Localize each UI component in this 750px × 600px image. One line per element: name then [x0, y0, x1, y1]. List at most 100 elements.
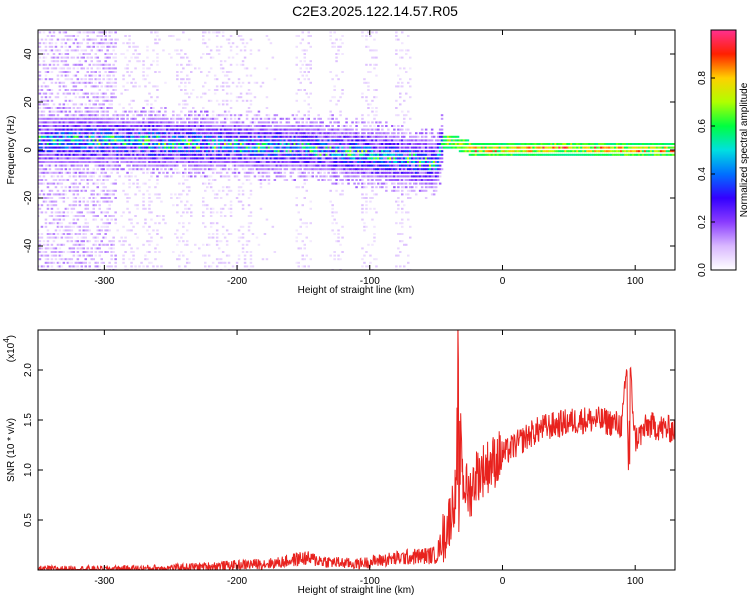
heatmap-cell — [122, 161, 125, 163]
heatmap-cell — [52, 35, 56, 37]
heatmap-cell — [211, 161, 215, 163]
heatmap-cell — [58, 164, 62, 167]
heatmap-cell — [295, 128, 298, 131]
heatmap-cell — [397, 207, 400, 210]
heatmap-cell — [211, 233, 215, 235]
heatmap-cell — [52, 157, 56, 160]
heatmap-cell — [172, 117, 175, 120]
heatmap-cell — [180, 132, 183, 135]
heatmap-cell — [287, 117, 291, 120]
heatmap-cell — [108, 240, 111, 243]
heatmap-cell — [347, 143, 350, 145]
heatmap-cell — [42, 175, 46, 178]
heatmap-cell — [371, 135, 374, 138]
heatmap-cell — [257, 175, 261, 178]
heatmap-cell — [118, 132, 121, 135]
heatmap-cell — [94, 56, 97, 59]
heatmap-cell — [188, 261, 191, 264]
heatmap-cell — [213, 179, 217, 181]
heatmap-cell — [40, 233, 44, 235]
heatmap-cell — [46, 114, 50, 117]
heatmap-cell — [365, 128, 368, 131]
heatmap-cell — [209, 164, 213, 167]
heatmap-cell — [90, 171, 93, 174]
heatmap-cell — [86, 204, 89, 207]
heatmap-cell — [315, 139, 318, 142]
heatmap-cell — [257, 49, 261, 52]
heatmap-cell — [198, 168, 201, 171]
heatmap-cell — [88, 56, 91, 59]
heatmap-cell — [150, 135, 153, 138]
heatmap-cell — [38, 150, 42, 153]
heatmap-cell — [231, 143, 235, 145]
heatmap-cell — [186, 200, 189, 203]
heatmap-cell — [148, 146, 151, 149]
heatmap-cell — [94, 53, 97, 55]
heatmap-cell — [204, 204, 207, 207]
heatmap-cell — [186, 125, 189, 127]
heatmap-cell — [122, 150, 125, 153]
heatmap-cell — [46, 182, 50, 185]
heatmap-cell — [209, 99, 213, 102]
heatmap-cell — [100, 229, 103, 232]
heatmap-cell — [369, 135, 372, 138]
heatmap-cell — [96, 117, 99, 120]
heatmap-cell — [307, 164, 310, 167]
heatmap-cell — [186, 161, 189, 163]
heatmap-cell — [178, 157, 181, 160]
heatmap-cell — [387, 164, 390, 167]
heatmap-cell — [355, 171, 358, 174]
heatmap-cell — [297, 89, 300, 91]
heatmap-cell — [367, 139, 370, 142]
heatmap-cell — [387, 171, 390, 174]
heatmap-cell — [114, 254, 117, 257]
heatmap-cell — [78, 45, 82, 48]
heatmap-cell — [102, 45, 105, 48]
heatmap-cell — [207, 53, 211, 55]
heatmap-cell — [363, 225, 366, 228]
heatmap-cell — [186, 143, 189, 145]
heatmap-cell — [136, 132, 139, 135]
heatmap-cell — [229, 161, 233, 163]
heatmap-cell — [247, 81, 251, 84]
heatmap-cell — [237, 135, 241, 138]
heatmap-cell — [303, 153, 306, 156]
heatmap-cell — [106, 139, 109, 142]
heatmap-cell — [387, 139, 390, 142]
heatmap-cell — [70, 211, 74, 214]
heatmap-cell — [188, 114, 191, 117]
heatmap-cell — [126, 164, 129, 167]
heatmap-cell — [168, 53, 171, 55]
heatmap-cell — [52, 121, 56, 124]
heatmap-cell — [66, 63, 70, 66]
heatmap-cell — [225, 139, 229, 142]
heatmap-cell — [180, 251, 183, 253]
heatmap-cell — [102, 146, 105, 149]
heatmap-cell — [88, 121, 91, 124]
heatmap-cell — [188, 117, 191, 120]
heatmap-cell — [261, 168, 265, 171]
heatmap-cell — [207, 236, 211, 239]
heatmap-cell — [48, 42, 52, 45]
heatmap-cell — [66, 171, 70, 174]
heatmap-cell — [128, 218, 131, 221]
heatmap-cell — [305, 132, 308, 135]
heatmap-cell — [50, 197, 54, 199]
heatmap-cell — [46, 161, 50, 163]
heatmap-cell — [345, 168, 348, 171]
heatmap-cell — [108, 38, 111, 41]
heatmap-cell — [108, 197, 111, 199]
heatmap-cell — [154, 128, 157, 131]
heatmap-cell — [76, 218, 80, 221]
heatmap-cell — [126, 157, 129, 160]
heatmap-cell — [297, 132, 300, 135]
heatmap-cell — [329, 143, 332, 145]
heatmap-cell — [110, 182, 113, 185]
heatmap-cell — [172, 128, 175, 131]
heatmap-cell — [269, 139, 273, 142]
heatmap-cell — [150, 240, 153, 243]
heatmap-cell — [347, 132, 350, 135]
heatmap-cell — [120, 157, 123, 160]
heatmap-cell — [92, 103, 95, 106]
heatmap-cell — [194, 164, 197, 167]
